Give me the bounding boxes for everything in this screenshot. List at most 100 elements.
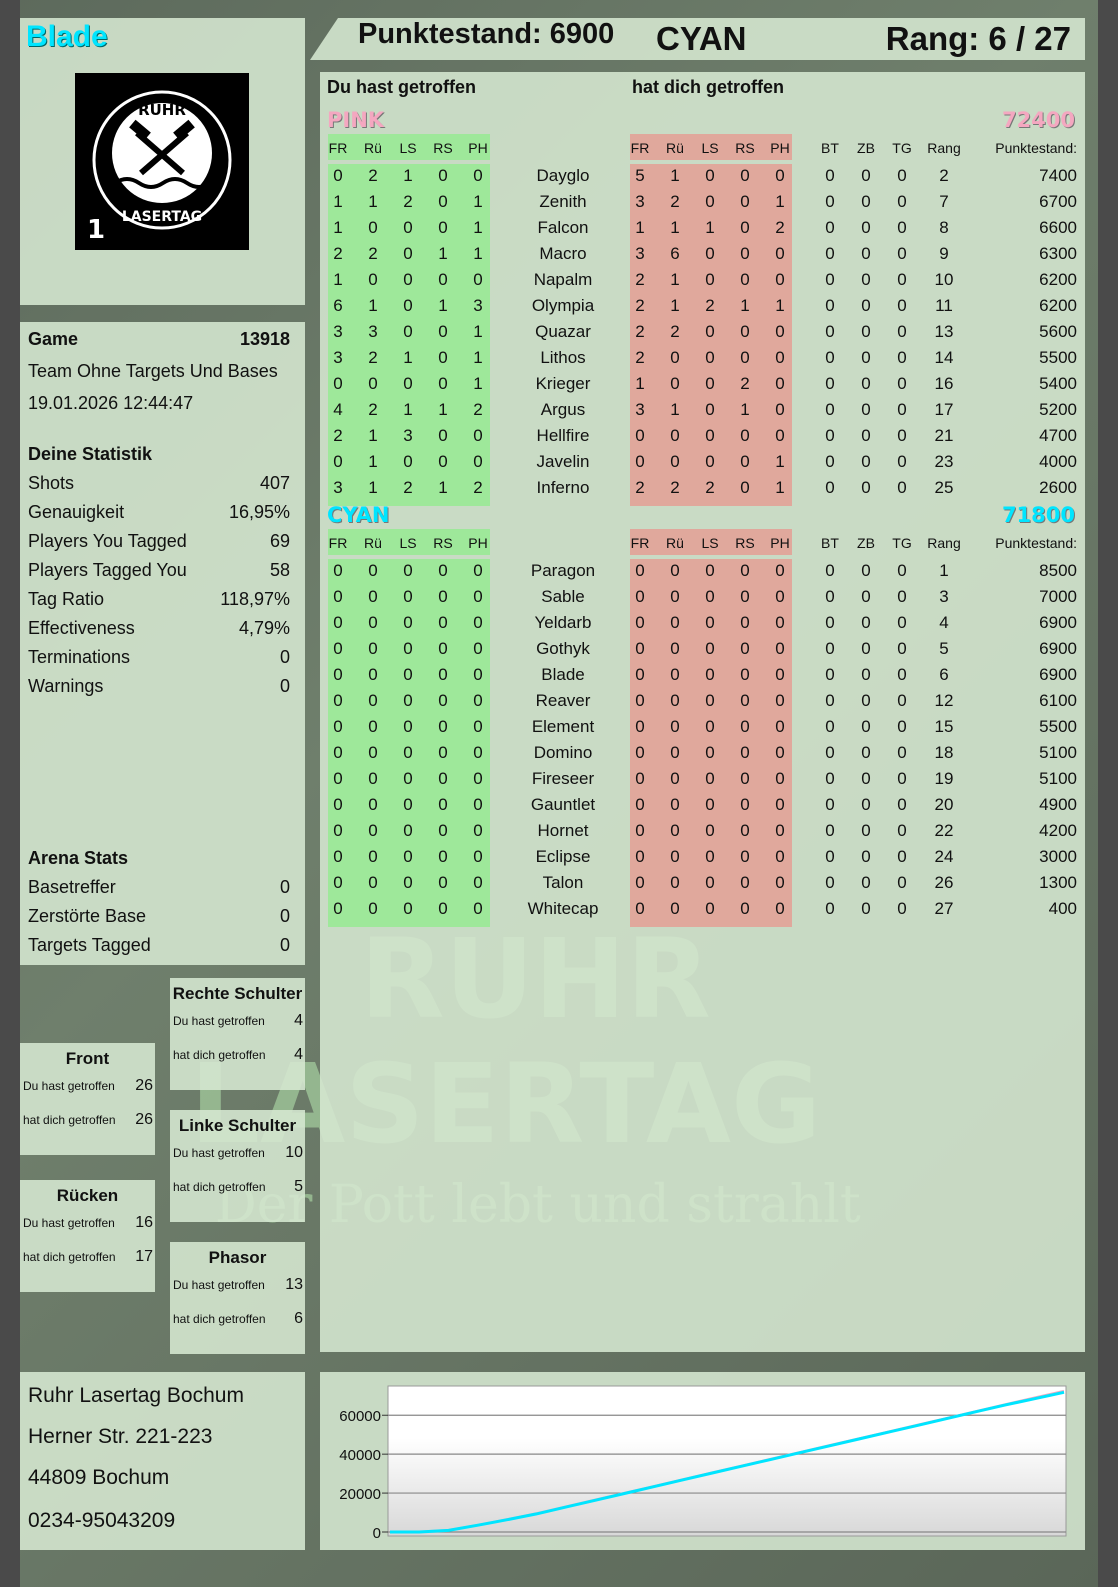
hit-count: 0 xyxy=(333,587,343,606)
got-count: 0 xyxy=(670,847,680,866)
column-header: RS xyxy=(433,140,453,156)
extra-count: 0 xyxy=(825,769,835,788)
got-count: 1 xyxy=(740,400,750,419)
hit-count: 3 xyxy=(333,478,343,497)
right-border xyxy=(1098,0,1118,1587)
hit-count: 0 xyxy=(473,899,483,918)
got-count: 0 xyxy=(775,322,785,341)
column-header: Rü xyxy=(666,535,684,551)
player-name: Blade xyxy=(26,20,108,53)
got-count: 0 xyxy=(775,691,785,710)
got-count: 0 xyxy=(740,426,750,445)
got-count: 0 xyxy=(705,270,715,289)
team-name: CYAN xyxy=(656,20,747,57)
extra-count: 0 xyxy=(825,717,835,736)
got-count: 2 xyxy=(705,296,715,315)
hit-count: 1 xyxy=(473,218,483,237)
game-datetime: 19.01.2026 12:44:47 xyxy=(28,393,194,413)
arena-value: 0 xyxy=(279,877,290,897)
got-count: 0 xyxy=(670,587,680,606)
got-count: 0 xyxy=(740,452,750,471)
y-tick-label: 0 xyxy=(373,1525,381,1542)
got-value: 17 xyxy=(135,1248,153,1265)
player-rank: 22 xyxy=(934,821,954,840)
player-name: Paragon xyxy=(530,561,596,580)
extra-count: 0 xyxy=(897,847,907,866)
extra-count: 0 xyxy=(825,639,835,658)
got-count: 0 xyxy=(705,743,715,762)
got-count: 0 xyxy=(740,322,750,341)
hit-count: 0 xyxy=(333,691,343,710)
extra-count: 0 xyxy=(861,348,871,367)
got-count: 0 xyxy=(670,639,680,658)
hit-count: 0 xyxy=(368,873,378,892)
player-name: Lithos xyxy=(540,348,586,367)
team-label: PINK xyxy=(327,108,385,132)
got-count: 2 xyxy=(635,348,645,367)
player-rank: 20 xyxy=(934,795,954,814)
stat-row: Tag Ratio 118,97% xyxy=(28,589,290,610)
got-count: 0 xyxy=(775,639,785,658)
game-row: Game 13918 xyxy=(28,329,290,350)
got-count: 0 xyxy=(670,873,680,892)
player-score: 1300 xyxy=(1039,873,1077,892)
hit-count: 0 xyxy=(438,821,448,840)
got-count: 0 xyxy=(740,270,750,289)
hit-count: 1 xyxy=(438,244,448,263)
extra-count: 0 xyxy=(825,873,835,892)
player-rank: 13 xyxy=(934,322,954,341)
extra-count: 0 xyxy=(897,769,907,788)
column-header: FR xyxy=(328,140,348,156)
got-count: 0 xyxy=(740,665,750,684)
column-header: LS xyxy=(701,535,719,551)
player-name: Yeldarb xyxy=(534,613,592,632)
got-count: 0 xyxy=(775,665,785,684)
got-count: 1 xyxy=(670,166,680,185)
got-count: 0 xyxy=(775,717,785,736)
got-count: 0 xyxy=(670,426,680,445)
body-part-title: Front xyxy=(65,1049,110,1068)
stat-label: Genauigkeit xyxy=(28,502,125,522)
y-tick-label: 40000 xyxy=(339,1447,381,1464)
arena-value: 0 xyxy=(279,935,290,955)
extra-count: 0 xyxy=(861,322,871,341)
hit-count: 0 xyxy=(368,587,378,606)
extra-count: 0 xyxy=(861,613,871,632)
got-value: 5 xyxy=(294,1178,303,1195)
player-rank: 25 xyxy=(934,478,954,497)
hit-count: 1 xyxy=(403,400,413,419)
got-count: 1 xyxy=(705,218,715,237)
extra-count: 0 xyxy=(825,743,835,762)
got-value: 26 xyxy=(135,1111,153,1128)
got-count: 0 xyxy=(705,899,715,918)
column-header: FR xyxy=(328,535,348,551)
got-count: 0 xyxy=(775,873,785,892)
player-rank: Rang: 6 / 27 xyxy=(885,20,1071,57)
hit-label: Du hast getroffen xyxy=(23,1079,115,1093)
column-header: Rü xyxy=(364,535,382,551)
got-count: 0 xyxy=(635,691,645,710)
chart-panel: 0 20000 40000 60000 xyxy=(320,1372,1085,1550)
extra-count: 0 xyxy=(825,192,835,211)
player-score: 6900 xyxy=(1039,639,1077,658)
extra-count: 0 xyxy=(825,899,835,918)
extra-count: 0 xyxy=(861,665,871,684)
hit-count: 0 xyxy=(403,717,413,736)
got-count: 0 xyxy=(705,639,715,658)
stat-value: 69 xyxy=(269,531,290,551)
hit-count: 2 xyxy=(473,478,483,497)
hit-count: 0 xyxy=(403,873,413,892)
got-label: hat dich getroffen xyxy=(23,1113,116,1127)
hit-count: 3 xyxy=(403,426,413,445)
extra-count: 0 xyxy=(861,795,871,814)
column-header: FR xyxy=(630,535,650,551)
hit-count: 0 xyxy=(473,613,483,632)
got-count: 0 xyxy=(670,452,680,471)
got-count: 0 xyxy=(775,613,785,632)
hit-count: 0 xyxy=(333,639,343,658)
got-count: 0 xyxy=(635,847,645,866)
hit-count: 0 xyxy=(368,561,378,580)
got-count: 1 xyxy=(775,192,785,211)
stat-value: 0 xyxy=(279,676,290,696)
hit-count: 1 xyxy=(438,478,448,497)
